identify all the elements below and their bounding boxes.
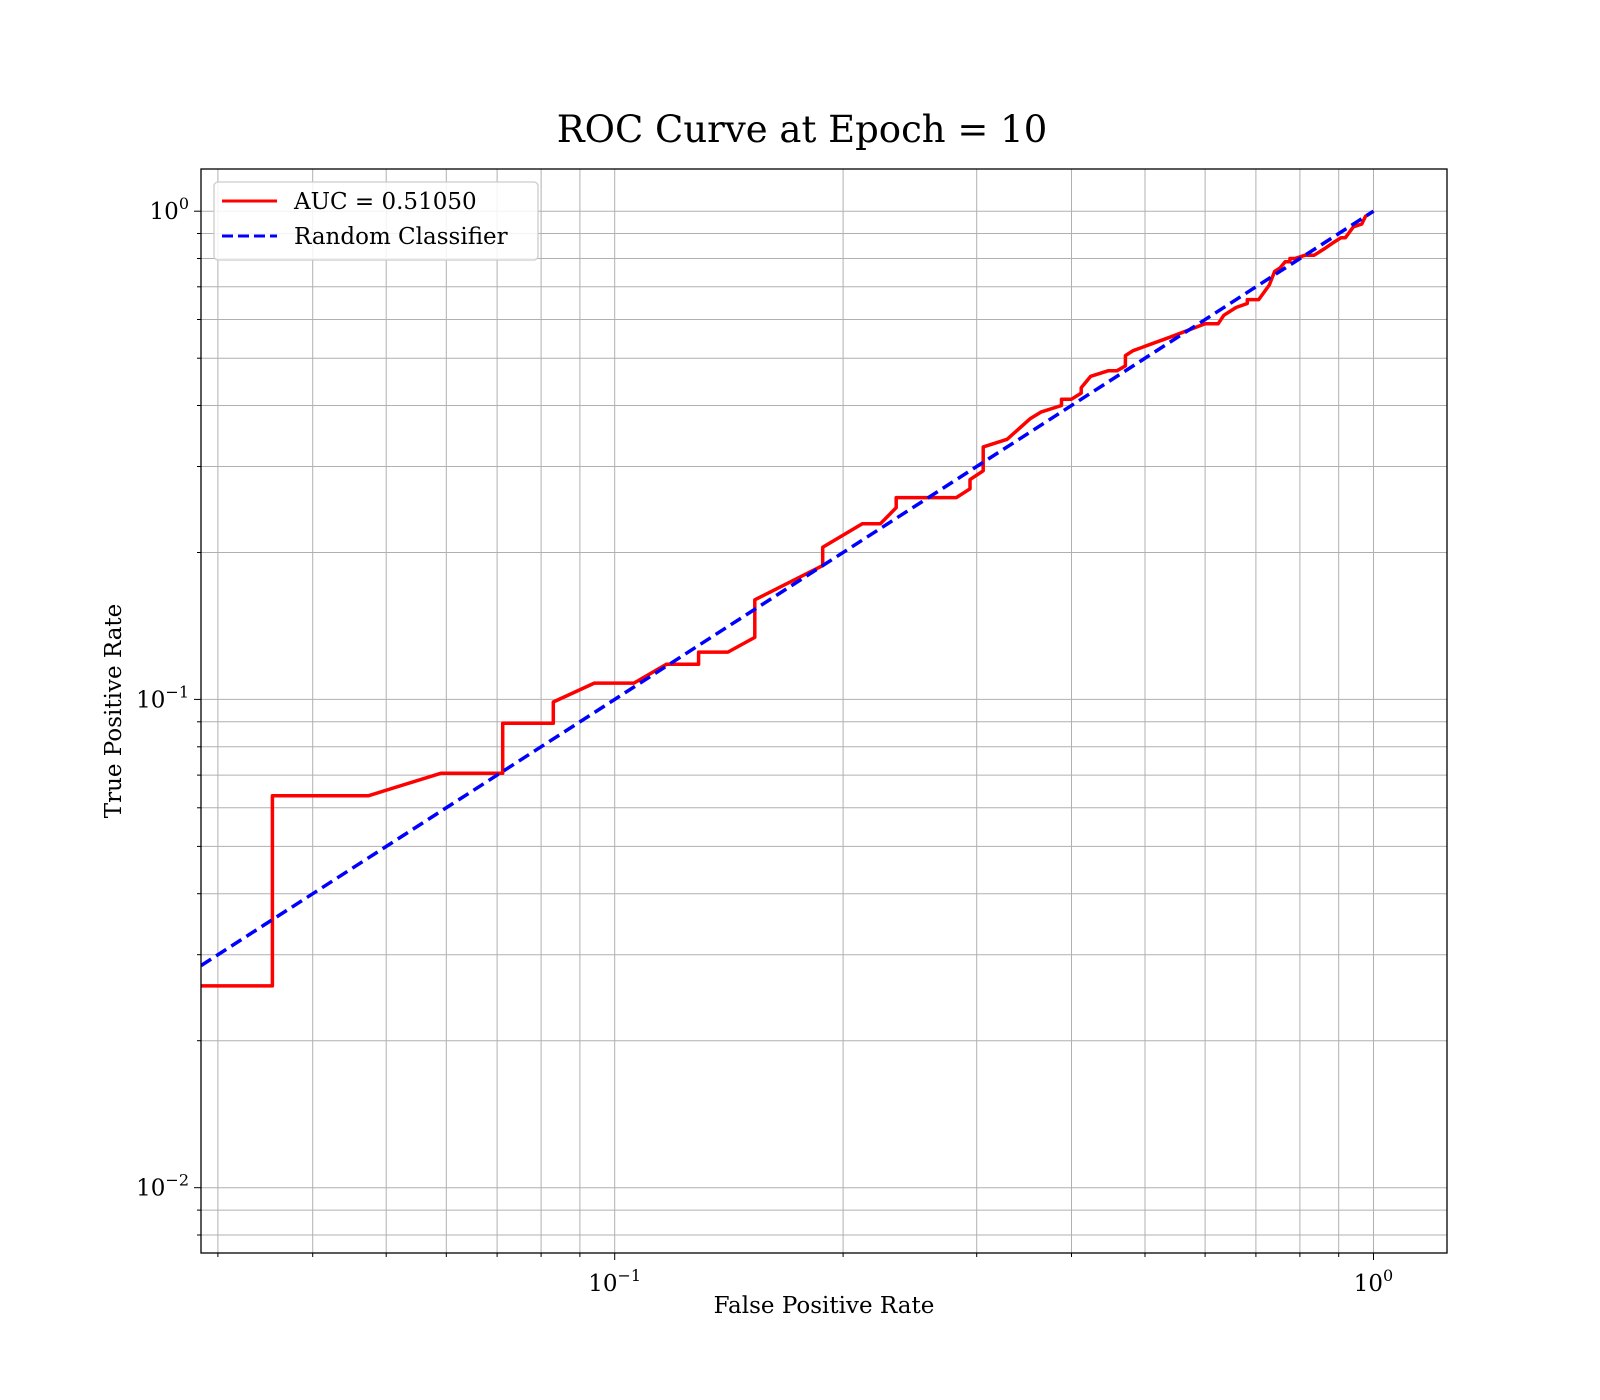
x-tick-label: 100 [1354,1266,1393,1297]
x-axis-label: False Positive Rate [714,1293,935,1319]
grid [201,169,1447,1253]
legend: AUC = 0.51050 Random Classifier [213,181,539,261]
axis-ticks: 10−1 100 10−2 10−1 100 [136,194,1393,1297]
chart-title: ROC Curve at Epoch = 10 [557,108,1047,151]
y-tick-label: 10−1 [136,682,189,713]
legend-frame [213,181,539,261]
roc-curve-line [201,209,1375,988]
legend-label-auc: AUC = 0.51050 [293,189,477,215]
y-axis-label: True Positive Rate [101,604,127,819]
legend-label-random-classifier: Random Classifier [294,224,508,250]
y-tick-label: 10−2 [136,1171,189,1202]
y-tick-label: 100 [150,194,189,225]
plot-lines [201,209,1375,988]
plot-frame [200,168,1448,1254]
x-tick-label: 10−1 [588,1266,641,1297]
random-classifier-line [201,209,1375,968]
